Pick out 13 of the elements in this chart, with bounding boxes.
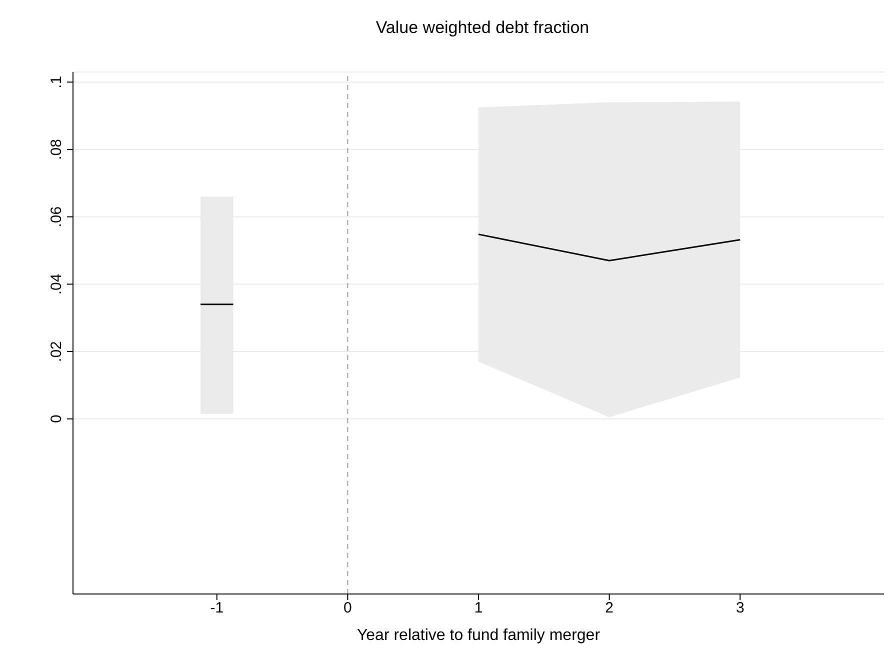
x-tick-label: 0 — [344, 600, 352, 617]
chart-title: Value weighted debt fraction — [374, 18, 590, 38]
x-axis-title: Year relative to fund family merger — [356, 627, 601, 644]
y-tick-label: .04 — [48, 274, 65, 295]
y-tick-label: .02 — [48, 341, 65, 362]
x-tick-label: 1 — [474, 600, 483, 617]
x-tick-label: 2 — [605, 600, 614, 617]
y-tick-label: .08 — [48, 139, 65, 160]
x-tick-label: 3 — [736, 600, 744, 617]
y-tick-label: 0 — [48, 414, 65, 424]
y-tick-label: .1 — [48, 76, 65, 88]
y-tick-label: .06 — [48, 206, 65, 228]
x-tick-label: -1 — [210, 600, 224, 617]
